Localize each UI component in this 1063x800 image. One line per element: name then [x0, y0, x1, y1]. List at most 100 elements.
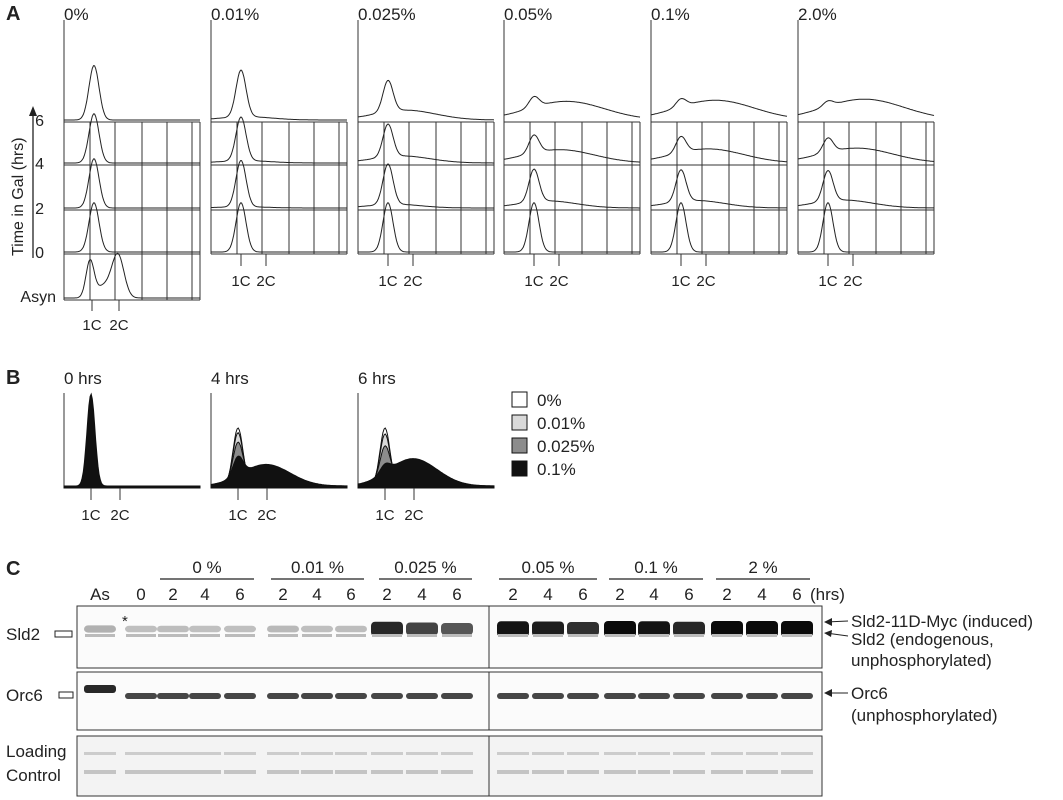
timepoint-label: 4 hrs — [211, 369, 249, 388]
tick-label-2c: 2C — [404, 507, 423, 524]
lane-label: 2 — [382, 585, 391, 604]
sld2-endogenous-band — [85, 634, 115, 637]
sld2-endogenous-band — [302, 634, 332, 637]
row-label-6: 6 — [35, 113, 44, 130]
loading-band — [711, 770, 743, 774]
legend-label: 0.025% — [537, 437, 595, 456]
units-label: (hrs) — [810, 585, 845, 604]
histogram-fill — [63, 392, 201, 489]
sld2-band — [497, 621, 529, 637]
loading-band — [371, 770, 403, 774]
lane-label: 4 — [417, 585, 426, 604]
loading-band — [781, 770, 813, 774]
sld2-band — [157, 625, 189, 633]
lane-label: 4 — [543, 585, 552, 604]
sld2-band — [189, 625, 221, 633]
loading-band — [335, 752, 367, 755]
flow-column: 0.05% 1C 2C — [503, 5, 641, 290]
legend-label: 0% — [537, 391, 562, 410]
loading-band — [711, 752, 743, 755]
sld2-band — [301, 625, 333, 633]
loading-band — [673, 770, 705, 774]
loading-band — [746, 752, 778, 755]
loading-band — [441, 752, 473, 755]
sld2-band — [711, 621, 743, 637]
flow-column: 0% — [63, 5, 201, 255]
loading-band — [301, 752, 333, 755]
tick-label-1c: 1C — [82, 317, 101, 334]
blot-loading-control — [76, 735, 823, 797]
loading-band — [604, 770, 636, 774]
group-label: 0.05 % — [522, 558, 575, 577]
sld2-band — [638, 621, 670, 637]
sld2-endogenous-band — [442, 634, 472, 637]
tick-label-1c: 1C — [81, 507, 100, 524]
row-label-4: 4 — [35, 156, 44, 173]
lane-label: 2 — [278, 585, 287, 604]
group-label: 0.025 % — [394, 558, 456, 577]
loading-band — [125, 770, 157, 774]
histogram-trace — [651, 202, 787, 253]
orc6-band — [711, 693, 743, 699]
loading-band — [746, 770, 778, 774]
panel-b: 0 hrs 1C 2C 4 hrs 1C 2C 6 hrs 1C 2C 0% 0.01% 0.025… — [63, 369, 595, 524]
sld2-endogenous-band — [782, 634, 812, 637]
histogram-trace — [357, 163, 494, 209]
orc6-band — [301, 693, 333, 699]
orc6-band — [224, 693, 256, 699]
row-label-2: 2 — [35, 201, 44, 218]
tick-label-1c: 1C — [378, 273, 397, 290]
loading-band — [84, 752, 116, 755]
panel-b-letter: B — [6, 367, 20, 389]
lane-label: 2 — [168, 585, 177, 604]
concentration-label: 0.025% — [358, 5, 416, 24]
lane-label: 6 — [452, 585, 461, 604]
time-arrow — [29, 106, 37, 258]
lane-label: 4 — [200, 585, 209, 604]
tick-label-2c: 2C — [696, 273, 715, 290]
histogram-trace — [64, 202, 200, 253]
sld2-endogenous-band — [568, 634, 598, 637]
sld2-band — [441, 623, 473, 635]
overlay-histogram: 0 hrs 1C 2C — [63, 369, 201, 524]
histogram-trace — [64, 65, 200, 121]
sld2-endogenous-band — [674, 634, 704, 637]
histogram-trace — [211, 116, 347, 164]
blot-orc6 — [76, 671, 823, 731]
group-label: 2 % — [748, 558, 777, 577]
sld2-band — [84, 625, 116, 633]
asterisk: * — [122, 613, 128, 630]
histogram-trace — [797, 170, 934, 209]
loading-band — [781, 752, 813, 755]
tick-label-2c: 2C — [843, 273, 862, 290]
loading-band — [567, 752, 599, 755]
orc6-band — [84, 685, 116, 693]
orc6-band — [746, 693, 778, 699]
histogram-trace — [650, 97, 788, 117]
loading-band — [189, 770, 221, 774]
group-label: 0 % — [192, 558, 221, 577]
sld2-endogenous-band — [639, 634, 669, 637]
annotation-sld2-endog-2: unphosphorylated) — [851, 651, 992, 670]
sld2-endogenous-band — [372, 634, 402, 637]
sld2-endogenous-band — [268, 634, 298, 637]
tick-label-2c: 2C — [549, 273, 568, 290]
histogram-trace — [798, 202, 934, 253]
orc6-band — [157, 693, 189, 699]
asyn-row: 1C 2C — [63, 252, 201, 334]
loading-band — [267, 752, 299, 755]
loading-band — [84, 770, 116, 774]
group-label: 0.1 % — [634, 558, 677, 577]
sld2-endogenous-band — [498, 634, 528, 637]
y-axis-label: Time in Gal (hrs) — [10, 137, 27, 256]
loading-band — [532, 770, 564, 774]
loading-band — [125, 752, 157, 755]
histogram-trace — [210, 69, 347, 121]
sld2-endogenous-band — [225, 634, 255, 637]
histogram-trace — [797, 98, 935, 116]
orc6-band — [497, 693, 529, 699]
tick-label-2c: 2C — [257, 507, 276, 524]
histogram-trace — [211, 160, 347, 209]
loading-band — [406, 770, 438, 774]
